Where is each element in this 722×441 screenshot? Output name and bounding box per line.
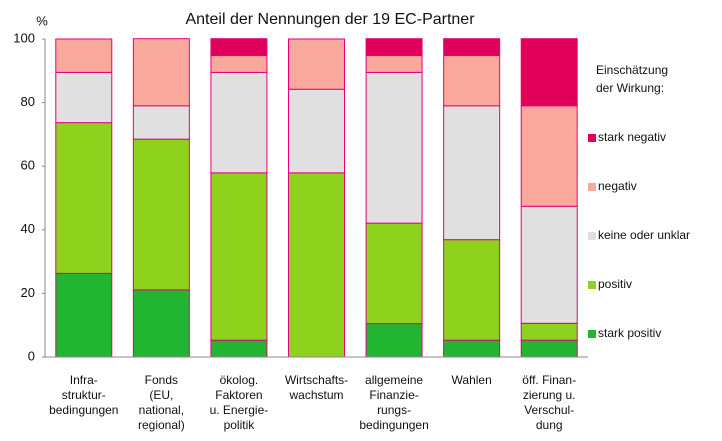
legend-swatch bbox=[588, 134, 596, 142]
bar-segment bbox=[365, 38, 423, 57]
y-axis-label: % bbox=[36, 13, 48, 28]
x-tick-label: (EU, bbox=[149, 388, 173, 402]
bar-segment bbox=[365, 222, 423, 325]
x-tick-label: Faktoren bbox=[215, 388, 262, 402]
bar-segment bbox=[132, 38, 190, 107]
bar-segment bbox=[210, 339, 268, 358]
x-tick-label: ökolog. bbox=[220, 373, 259, 387]
x-tick-label: national, bbox=[139, 403, 184, 417]
x-tick-label: Fonds bbox=[145, 373, 178, 387]
legend-swatch bbox=[588, 281, 596, 289]
y-tick-label: 40 bbox=[21, 221, 35, 236]
x-tick-label: Verschul- bbox=[524, 403, 574, 417]
bar-segment bbox=[288, 172, 345, 358]
x-tick-label: bedingungen bbox=[359, 418, 428, 432]
x-tick-label: politik bbox=[224, 418, 256, 432]
bar-segment bbox=[55, 272, 113, 358]
x-tick-label: öff. Finan- bbox=[522, 373, 576, 387]
x-tick-label: Finanzie- bbox=[369, 388, 418, 402]
bar-segment bbox=[132, 138, 190, 291]
bar-segment bbox=[210, 55, 268, 73]
bar-segment bbox=[210, 172, 268, 341]
bar-segment bbox=[210, 38, 268, 57]
x-tick-label: u. Energie- bbox=[210, 403, 269, 417]
legend-label: positiv bbox=[598, 277, 632, 291]
bar-segment bbox=[288, 88, 345, 174]
bar-segment bbox=[520, 38, 578, 107]
legend-label: stark negativ bbox=[598, 130, 666, 144]
bar-segment bbox=[443, 38, 501, 57]
y-tick-label: 80 bbox=[21, 94, 35, 109]
legend-swatch bbox=[588, 183, 596, 191]
bar-segment bbox=[132, 289, 190, 358]
bar-segment bbox=[365, 323, 423, 358]
x-tick-label: rungs- bbox=[377, 403, 411, 417]
x-tick-label: wachstum bbox=[288, 388, 343, 402]
x-tick-label: Wirtschafts- bbox=[285, 373, 348, 387]
legend-label: negativ bbox=[598, 179, 637, 193]
bar-segment bbox=[443, 239, 501, 341]
chart-title: Anteil der Nennungen der 19 EC-Partner bbox=[185, 11, 475, 28]
x-tick-label: zierung u. bbox=[523, 388, 576, 402]
bar-segment bbox=[210, 71, 268, 174]
y-tick-label: 60 bbox=[21, 158, 35, 173]
bar-segment bbox=[443, 105, 501, 241]
legend-label: keine oder unklar bbox=[598, 228, 690, 242]
bar-segment bbox=[55, 71, 113, 124]
y-tick-label: 0 bbox=[28, 348, 35, 363]
x-tick-label: struktur- bbox=[62, 388, 106, 402]
legend-title: Einschätzung bbox=[596, 63, 668, 77]
x-tick-label: regional) bbox=[138, 418, 185, 432]
bar-segment bbox=[520, 205, 578, 324]
bar-segment bbox=[55, 38, 113, 73]
legend-label: stark positiv bbox=[598, 326, 661, 340]
y-tick-label: 20 bbox=[21, 285, 35, 300]
bar-segment bbox=[520, 105, 578, 207]
bar-segment bbox=[365, 71, 423, 224]
bar-segment bbox=[55, 122, 113, 274]
x-tick-label: dung bbox=[536, 418, 563, 432]
x-tick-label: Infra- bbox=[70, 373, 98, 387]
bar-segment bbox=[520, 339, 578, 358]
bar-segment bbox=[520, 322, 578, 341]
x-tick-label: allgemeine bbox=[365, 373, 423, 387]
legend-title: der Wirkung: bbox=[596, 81, 664, 95]
bar-segment bbox=[443, 55, 501, 107]
x-tick-label: Wahlen bbox=[452, 373, 492, 387]
bar-segment bbox=[443, 339, 501, 358]
bar-segment bbox=[132, 105, 190, 140]
bar-segment bbox=[365, 55, 423, 73]
bar-segment bbox=[288, 38, 345, 90]
legend-swatch bbox=[588, 330, 596, 338]
legend-swatch bbox=[588, 232, 596, 240]
x-tick-label: bedingungen bbox=[49, 403, 118, 417]
y-tick-label: 100 bbox=[13, 30, 35, 45]
